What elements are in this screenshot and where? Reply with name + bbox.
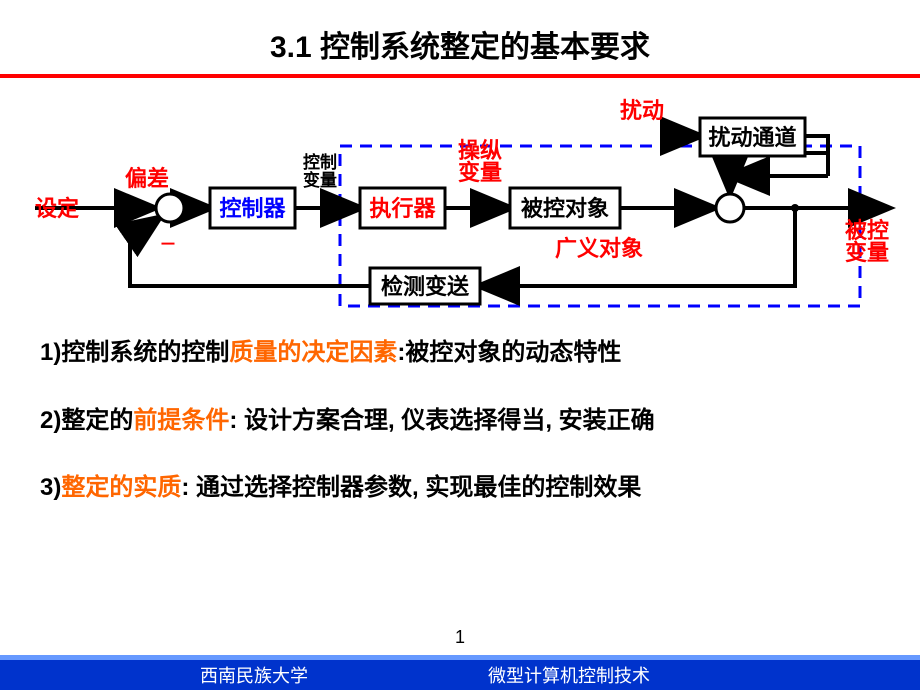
svg-text:设定: 设定 <box>35 196 79 221</box>
svg-text:被控对象: 被控对象 <box>521 196 609 221</box>
svg-text:检测变送: 检测变送 <box>381 274 469 299</box>
bullet-3-highlight: 整定的实质 <box>61 474 181 501</box>
svg-text:变量: 变量 <box>845 240 889 265</box>
bullet-1-suffix: :被控对象的动态特性 <box>397 339 621 366</box>
bullet-2-highlight: 前提条件 <box>133 407 229 434</box>
bullet-3: 3)整定的实质: 通过选择控制器参数, 实现最佳的控制效果 <box>40 471 880 505</box>
red-divider <box>0 74 920 78</box>
page-number: 1 <box>0 627 920 648</box>
bullet-1-highlight: 质量的决定因素 <box>229 339 397 366</box>
svg-text:变量: 变量 <box>458 160 502 185</box>
bullet-list: 1)控制系统的控制质量的决定因素:被控对象的动态特性 2)整定的前提条件: 设计… <box>40 336 880 505</box>
block-diagram: 控制器执行器被控对象扰动通道检测变送设定偏差控制变量操纵变量扰动广义对象被控变量… <box>20 88 900 308</box>
bullet-1: 1)控制系统的控制质量的决定因素:被控对象的动态特性 <box>40 336 880 370</box>
svg-text:扰动通道: 扰动通道 <box>708 125 796 150</box>
bullet-2-prefix: 2)整定的 <box>40 407 133 434</box>
control-loop-svg: 控制器执行器被控对象扰动通道检测变送设定偏差控制变量操纵变量扰动广义对象被控变量… <box>20 88 900 308</box>
bullet-2-suffix: : 设计方案合理, 仪表选择得当, 安装正确 <box>229 407 654 434</box>
svg-text:−: − <box>160 229 176 260</box>
bullet-3-suffix: : 通过选择控制器参数, 实现最佳的控制效果 <box>181 474 641 501</box>
svg-text:执行器: 执行器 <box>369 196 436 221</box>
slide-title: 3.1 控制系统整定的基本要求 <box>0 0 920 66</box>
footer-right: 微型计算机控制技术 <box>488 662 650 688</box>
svg-text:广义对象: 广义对象 <box>555 236 643 261</box>
footer-bar: 西南民族大学 微型计算机控制技术 <box>0 660 920 690</box>
svg-text:偏差: 偏差 <box>125 166 169 191</box>
bullet-2: 2)整定的前提条件: 设计方案合理, 仪表选择得当, 安装正确 <box>40 404 880 438</box>
svg-text:控制: 控制 <box>303 152 337 172</box>
svg-text:变量: 变量 <box>303 170 337 190</box>
svg-text:控制器: 控制器 <box>219 196 286 221</box>
slide: 3.1 控制系统整定的基本要求 控制器 执行器 被控对象 扰动通道检测变送 设定 偏差 控制… <box>0 0 920 690</box>
bullet-3-prefix: 3) <box>40 474 61 501</box>
bullet-1-prefix: 1)控制系统的控制 <box>40 339 229 366</box>
svg-text:扰动: 扰动 <box>620 98 664 123</box>
footer-left: 西南民族大学 <box>200 662 308 688</box>
